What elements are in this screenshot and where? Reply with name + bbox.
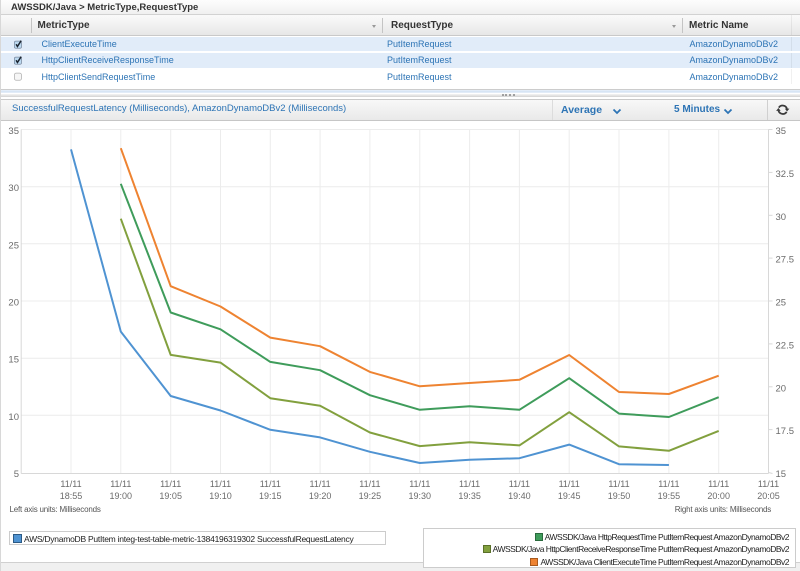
svg-text:35: 35 [8, 126, 19, 137]
svg-text:19:30: 19:30 [409, 491, 432, 501]
svg-text:27.5: 27.5 [776, 254, 795, 265]
svg-text:11/11: 11/11 [310, 479, 331, 489]
svg-text:19:10: 19:10 [209, 491, 232, 501]
svg-text:11/11: 11/11 [260, 479, 281, 489]
svg-text:18:55: 18:55 [60, 491, 83, 501]
svg-text:11/11: 11/11 [658, 479, 679, 489]
svg-text:11/11: 11/11 [758, 479, 779, 489]
svg-text:30: 30 [8, 183, 19, 194]
svg-text:19:25: 19:25 [359, 491, 382, 501]
svg-text:11/11: 11/11 [608, 479, 629, 489]
svg-text:35: 35 [776, 126, 787, 137]
svg-text:19:45: 19:45 [558, 491, 581, 501]
svg-text:11/11: 11/11 [60, 479, 81, 489]
svg-text:11/11: 11/11 [110, 479, 131, 489]
svg-text:22.5: 22.5 [776, 340, 795, 351]
svg-text:17.5: 17.5 [776, 426, 795, 437]
svg-text:Right axis units: Milliseconds: Right axis units: Milliseconds [675, 505, 771, 514]
svg-text:19:35: 19:35 [458, 491, 481, 501]
svg-text:19:55: 19:55 [658, 491, 681, 501]
svg-text:11/11: 11/11 [559, 479, 580, 489]
svg-text:11/11: 11/11 [160, 479, 181, 489]
svg-text:25: 25 [776, 297, 787, 308]
svg-text:19:15: 19:15 [259, 491, 282, 501]
svg-text:20: 20 [8, 297, 19, 308]
svg-text:11/11: 11/11 [459, 479, 480, 489]
svg-text:11/11: 11/11 [359, 479, 380, 489]
svg-text:10: 10 [8, 411, 19, 422]
svg-text:25: 25 [8, 240, 19, 251]
svg-text:32.5: 32.5 [776, 168, 795, 179]
svg-text:Left axis units: Milliseconds: Left axis units: Milliseconds [10, 505, 101, 514]
svg-text:11/11: 11/11 [210, 479, 231, 489]
svg-text:19:40: 19:40 [508, 491, 531, 501]
svg-text:19:05: 19:05 [159, 491, 182, 501]
svg-text:15: 15 [776, 469, 787, 480]
svg-text:19:50: 19:50 [608, 491, 631, 501]
svg-text:20: 20 [776, 383, 787, 394]
svg-text:11/11: 11/11 [409, 479, 430, 489]
svg-text:20:05: 20:05 [757, 491, 780, 501]
svg-text:15: 15 [8, 354, 19, 365]
svg-text:20:00: 20:00 [707, 491, 730, 501]
svg-text:30: 30 [776, 211, 787, 222]
svg-text:19:20: 19:20 [309, 491, 332, 501]
svg-text:19:00: 19:00 [110, 491, 133, 501]
svg-text:11/11: 11/11 [708, 479, 729, 489]
svg-text:11/11: 11/11 [509, 479, 530, 489]
svg-text:5: 5 [14, 469, 19, 480]
